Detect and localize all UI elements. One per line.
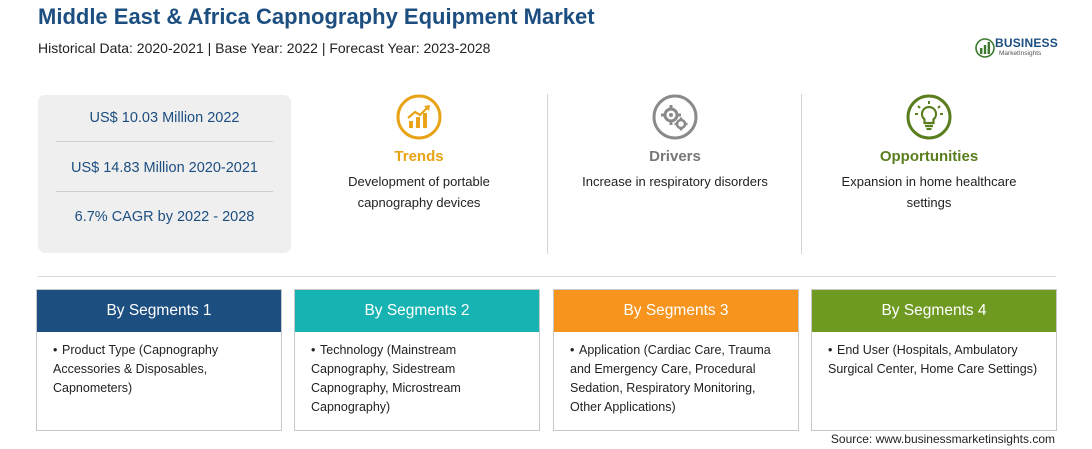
trend-chart-icon — [396, 94, 442, 140]
segment-1-header: By Segments 1 — [37, 290, 281, 332]
segment-3-header: By Segments 3 — [554, 290, 798, 332]
opportunities-text: Expansion in home healthcare settings — [841, 174, 1017, 210]
stat-divider — [56, 191, 273, 192]
segment-3-body: • Application (Cardiac Care, Trauma and E… — [554, 332, 798, 417]
logo-bars-icon — [975, 38, 995, 58]
stat-market-size-2022: US$ 10.03 Million 2022 — [89, 110, 240, 126]
section-divider — [38, 276, 1056, 277]
page-title: Middle East & Africa Capnography Equipme… — [38, 4, 595, 29]
bullet-icon: • — [53, 343, 58, 357]
stat-market-size-historical: US$ 14.83 Million 2020-2021 — [70, 160, 258, 176]
drivers-column: Drivers Increase in respiratory disorder… — [547, 94, 803, 192]
page-subtitle: Historical Data: 2020-2021 | Base Year: … — [38, 40, 491, 56]
logo-tagline: MarketInsights — [999, 50, 1042, 57]
bullet-icon: • — [311, 343, 316, 357]
column-divider — [801, 94, 802, 254]
segment-2-body: • Technology (Mainstream Capnography, Sid… — [295, 332, 539, 417]
bullet-icon: • — [828, 343, 833, 357]
segment-4-header: By Segments 4 — [812, 290, 1056, 332]
segment-2-text: Technology (Mainstream Capnography, Side… — [311, 343, 461, 414]
drivers-text: Increase in respiratory disorders — [582, 174, 768, 189]
lightbulb-icon — [906, 94, 952, 140]
trends-title: Trends — [394, 148, 444, 165]
segment-card-4: By Segments 4 • End User (Hospitals, Ambu… — [811, 289, 1057, 431]
segment-1-text: Product Type (Capnography Accessories & … — [53, 343, 219, 395]
stats-panel: US$ 10.03 Million 2022 US$ 14.83 Million… — [38, 95, 291, 253]
source-citation: Source: www.businessmarketinsights.com — [830, 432, 1055, 446]
drivers-title: Drivers — [649, 148, 701, 165]
trends-column: Trends Development of portable capnograp… — [291, 94, 547, 213]
brand-logo: BUSINESS MarketInsights — [975, 34, 1065, 64]
segment-1-body: • Product Type (Capnography Accessories &… — [37, 332, 281, 398]
opportunities-title: Opportunities — [879, 148, 979, 165]
bullet-icon: • — [570, 343, 575, 357]
gears-icon — [652, 94, 698, 140]
logo-name: BUSINESS — [995, 36, 1058, 50]
stat-divider — [56, 141, 273, 142]
stat-cagr: 6.7% CAGR by 2022 - 2028 — [74, 209, 255, 225]
column-divider — [547, 94, 548, 254]
segment-card-2: By Segments 2 • Technology (Mainstream Ca… — [294, 289, 540, 431]
segment-2-header: By Segments 2 — [295, 290, 539, 332]
opportunities-column: Opportunities Expansion in home healthca… — [801, 94, 1057, 213]
segment-card-1: By Segments 1 • Product Type (Capnography… — [36, 289, 282, 431]
segment-4-text: End User (Hospitals, Ambulatory Surgical… — [828, 343, 1038, 376]
segment-card-3: By Segments 3 • Application (Cardiac Care… — [553, 289, 799, 431]
segment-4-body: • End User (Hospitals, Ambulatory Surgica… — [812, 332, 1056, 379]
trends-text: Development of portable capnography devi… — [348, 174, 490, 210]
segment-3-text: Application (Cardiac Care, Trauma and Em… — [570, 343, 771, 414]
